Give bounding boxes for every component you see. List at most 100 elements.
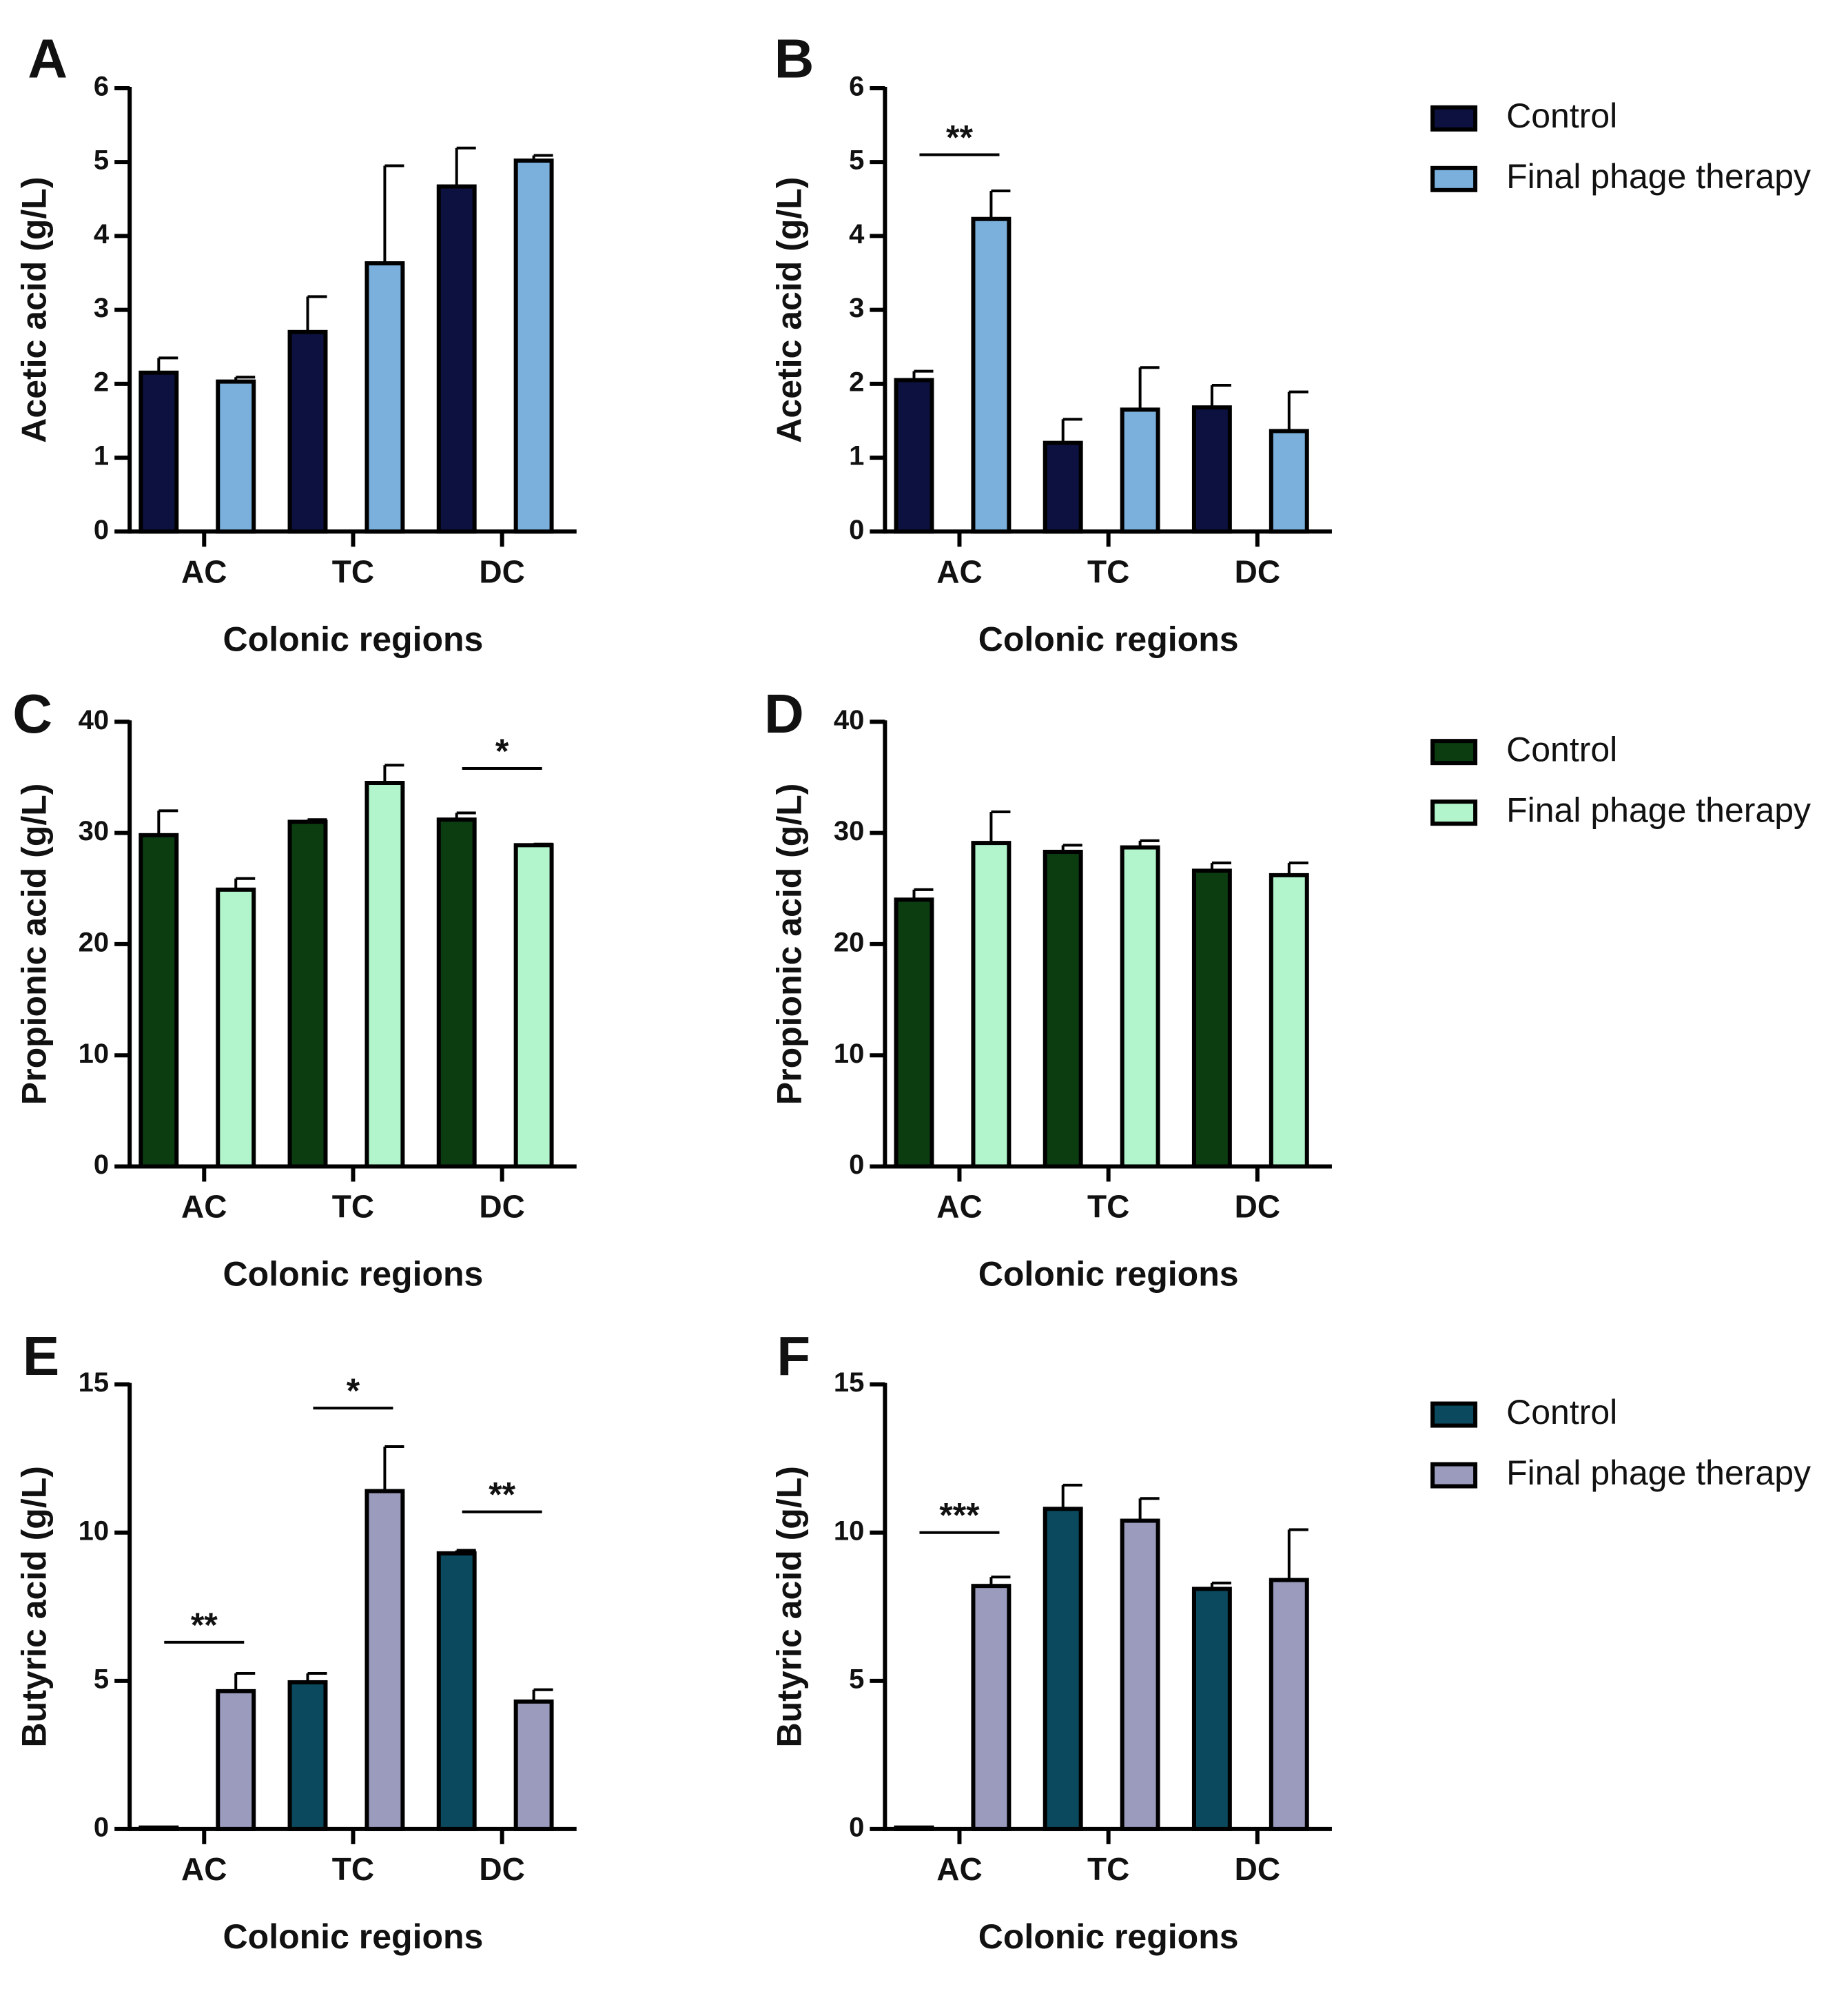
chart-panel-b: B 0 1 2 3 4 5 6 Acetic acid (g/L) AC TC DC ** Colonic… (770, 28, 1332, 659)
bar-final-phage-therapy (1120, 845, 1160, 1169)
y-tick-label: 5 (849, 145, 864, 176)
y-axis-title: Propionic acid (g/L) (770, 784, 809, 1105)
y-tick-label: 5 (94, 1664, 109, 1694)
legend-swatch (1430, 1401, 1478, 1428)
x-tick-label: TC (332, 553, 374, 589)
legend-label: Control (1506, 730, 1617, 768)
y-tick-label: 4 (849, 219, 865, 249)
y-tick-label: 0 (849, 1812, 864, 1842)
significance-label: ** (191, 1606, 218, 1644)
bar-final-phage-therapy (513, 159, 554, 534)
y-tick-label: 40 (79, 705, 110, 735)
x-tick-label: AC (181, 1851, 227, 1887)
x-tick-label: AC (936, 1851, 982, 1887)
bar-final-phage-therapy (971, 841, 1012, 1169)
bar-control (1191, 868, 1232, 1169)
y-tick-label: 0 (94, 1812, 109, 1842)
y-tick-label: 40 (834, 705, 865, 735)
panel-letter: F (777, 1325, 810, 1387)
y-tick-label: 3 (94, 293, 109, 323)
y-tick-label: 20 (79, 927, 110, 957)
bar-final-phage-therapy (216, 379, 256, 534)
legend-swatch (1430, 105, 1478, 132)
chart-panel-a: A 0 1 2 3 4 5 6 Acetic acid (g/L) AC TC DC Colonic r… (14, 28, 577, 659)
bar-final-phage-therapy (513, 1699, 554, 1831)
legend-1: Control Final phage therapy (1430, 96, 1811, 196)
bar-final-phage-therapy (513, 843, 554, 1169)
bar-control (138, 370, 179, 534)
legend-swatch (1430, 165, 1478, 192)
y-tick-label: 20 (834, 927, 865, 957)
legend-swatch (1430, 1462, 1478, 1489)
bar-control (1043, 850, 1083, 1169)
legend-3: Control Final phage therapy (1430, 1393, 1811, 1492)
x-axis-title: Colonic regions (223, 1255, 484, 1294)
bar-control (894, 1825, 934, 1831)
y-tick-label: 0 (849, 515, 864, 545)
y-axis-title: Propionic acid (g/L) (14, 784, 53, 1105)
y-tick-label: 1 (94, 441, 109, 471)
bar-final-phage-therapy (365, 781, 405, 1169)
legend-label: Final phage therapy (1506, 1454, 1811, 1492)
bar-final-phage-therapy (1269, 873, 1309, 1169)
x-axis-title: Colonic regions (223, 620, 484, 659)
y-axis-title: Acetic acid (g/L) (14, 177, 53, 443)
bar-control (1043, 1507, 1083, 1831)
panel-letter: B (774, 28, 814, 90)
y-tick-label: 15 (79, 1367, 110, 1398)
y-tick-label: 2 (849, 367, 864, 397)
bar-control (138, 833, 179, 1169)
bar-control (894, 897, 934, 1169)
significance-label: * (347, 1371, 360, 1410)
y-axis-title: Acetic acid (g/L) (770, 177, 809, 443)
x-tick-label: DC (1235, 553, 1280, 589)
legend-2: Control Final phage therapy (1430, 730, 1811, 829)
y-tick-label: 4 (94, 219, 110, 249)
bar-final-phage-therapy (216, 887, 256, 1169)
bar-final-phage-therapy (971, 216, 1012, 534)
bar-control (1043, 440, 1083, 534)
panel-letter: D (764, 683, 804, 744)
x-tick-label: DC (479, 553, 524, 589)
chart-panel-f: F 0 5 10 15 Butyric acid (g/L) AC TC DC *** Coloni… (770, 1325, 1332, 1956)
y-tick-label: 2 (94, 367, 109, 397)
legend-label: Control (1506, 1393, 1617, 1431)
y-tick-label: 5 (94, 145, 109, 176)
x-tick-label: TC (332, 1851, 374, 1887)
bar-control (287, 1680, 328, 1831)
legend-swatch (1430, 799, 1478, 826)
x-axis-title: Colonic regions (223, 1917, 484, 1956)
significance-label: ** (946, 118, 973, 156)
legend-label: Final phage therapy (1506, 157, 1811, 196)
legend-label: Final phage therapy (1506, 790, 1811, 829)
x-tick-label: TC (1087, 1851, 1129, 1887)
legend-label: Control (1506, 96, 1617, 135)
bar-control (436, 184, 477, 534)
y-tick-label: 0 (94, 1150, 109, 1180)
significance-label: ** (489, 1476, 515, 1514)
y-tick-label: 10 (834, 1516, 865, 1546)
y-tick-label: 10 (834, 1039, 865, 1069)
x-tick-label: AC (936, 1189, 982, 1225)
y-tick-label: 3 (849, 293, 864, 323)
x-tick-label: AC (181, 1189, 227, 1225)
legend-swatch (1430, 739, 1478, 766)
y-tick-label: 10 (79, 1516, 110, 1546)
x-axis-title: Colonic regions (978, 1255, 1239, 1294)
bar-control (138, 1825, 179, 1831)
chart-panel-d: D 0 10 20 30 40 Propionic acid (g/L) AC TC DC Colo… (764, 683, 1332, 1294)
y-axis-title: Butyric acid (g/L) (770, 1466, 809, 1747)
significance-label: *** (939, 1496, 980, 1535)
y-tick-label: 6 (849, 72, 864, 102)
bar-control (287, 329, 328, 534)
bar-final-phage-therapy (216, 1689, 256, 1831)
x-axis-title: Colonic regions (978, 620, 1239, 659)
y-tick-label: 10 (79, 1039, 110, 1069)
y-tick-label: 0 (849, 1150, 864, 1180)
bar-final-phage-therapy (365, 261, 405, 534)
x-tick-label: TC (1087, 1189, 1129, 1225)
bar-control (436, 1551, 477, 1831)
y-tick-label: 1 (849, 441, 864, 471)
